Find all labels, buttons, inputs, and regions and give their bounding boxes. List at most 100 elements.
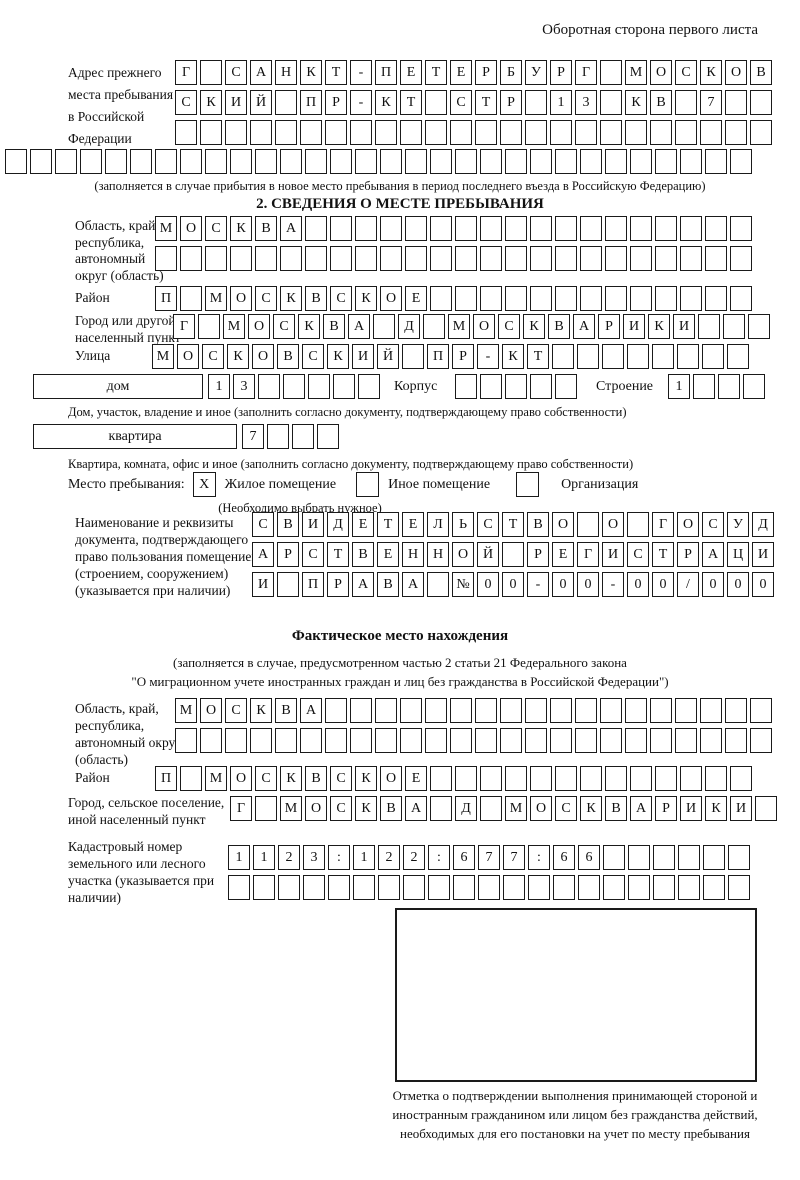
- char-cell[interactable]: [277, 572, 299, 597]
- char-cell[interactable]: Г: [175, 60, 197, 85]
- org-checkbox[interactable]: [516, 472, 540, 497]
- char-cell[interactable]: 1: [253, 845, 275, 870]
- char-cell[interactable]: [680, 766, 702, 791]
- char-cell[interactable]: [550, 728, 572, 753]
- char-cell[interactable]: [333, 374, 355, 399]
- char-cell[interactable]: [655, 149, 677, 174]
- char-cell[interactable]: Ц: [727, 542, 749, 567]
- char-cell[interactable]: [703, 875, 725, 900]
- char-cell[interactable]: [530, 766, 552, 791]
- char-cell[interactable]: [628, 875, 650, 900]
- char-cell[interactable]: [425, 698, 447, 723]
- char-cell[interactable]: [718, 374, 740, 399]
- char-cell[interactable]: [478, 875, 500, 900]
- zhiloe-checkbox[interactable]: X: [192, 472, 216, 497]
- char-cell[interactable]: [200, 120, 222, 145]
- char-cell[interactable]: О: [602, 512, 624, 537]
- char-cell[interactable]: [375, 728, 397, 753]
- char-cell[interactable]: И: [730, 796, 752, 821]
- char-cell[interactable]: [625, 698, 647, 723]
- char-cell[interactable]: И: [302, 512, 324, 537]
- char-cell[interactable]: [505, 246, 527, 271]
- char-cell[interactable]: С: [702, 512, 724, 537]
- char-cell[interactable]: С: [252, 512, 274, 537]
- char-cell[interactable]: [577, 512, 599, 537]
- char-cell[interactable]: [275, 728, 297, 753]
- char-cell[interactable]: [680, 149, 702, 174]
- char-cell[interactable]: О: [305, 796, 327, 821]
- char-cell[interactable]: О: [650, 60, 672, 85]
- char-cell[interactable]: М: [505, 796, 527, 821]
- char-cell[interactable]: [405, 246, 427, 271]
- char-cell[interactable]: [305, 149, 327, 174]
- char-cell[interactable]: М: [152, 344, 174, 369]
- char-cell[interactable]: [678, 845, 700, 870]
- char-cell[interactable]: С: [255, 286, 277, 311]
- char-cell[interactable]: С: [330, 796, 352, 821]
- char-cell[interactable]: [552, 344, 574, 369]
- char-cell[interactable]: [280, 149, 302, 174]
- char-cell[interactable]: [600, 120, 622, 145]
- char-cell[interactable]: 3: [575, 90, 597, 115]
- char-cell[interactable]: Г: [575, 60, 597, 85]
- char-cell[interactable]: Е: [402, 512, 424, 537]
- char-cell[interactable]: В: [277, 512, 299, 537]
- char-cell[interactable]: [300, 120, 322, 145]
- char-cell[interactable]: [602, 344, 624, 369]
- char-cell[interactable]: [750, 728, 772, 753]
- char-cell[interactable]: [525, 90, 547, 115]
- char-cell[interactable]: [655, 216, 677, 241]
- char-cell[interactable]: В: [352, 542, 374, 567]
- char-cell[interactable]: В: [650, 90, 672, 115]
- char-cell[interactable]: [355, 246, 377, 271]
- char-cell[interactable]: [600, 728, 622, 753]
- char-cell[interactable]: [455, 216, 477, 241]
- char-cell[interactable]: [580, 149, 602, 174]
- char-cell[interactable]: [400, 698, 422, 723]
- char-cell[interactable]: О: [230, 766, 252, 791]
- char-cell[interactable]: 7: [242, 424, 264, 449]
- char-cell[interactable]: А: [300, 698, 322, 723]
- char-cell[interactable]: А: [573, 314, 595, 339]
- char-cell[interactable]: 1: [353, 845, 375, 870]
- char-cell[interactable]: [278, 875, 300, 900]
- char-cell[interactable]: [730, 286, 752, 311]
- char-cell[interactable]: [580, 766, 602, 791]
- char-cell[interactable]: [255, 796, 277, 821]
- char-cell[interactable]: [705, 246, 727, 271]
- char-cell[interactable]: [575, 120, 597, 145]
- char-cell[interactable]: [350, 728, 372, 753]
- char-cell[interactable]: [455, 286, 477, 311]
- char-cell[interactable]: Р: [325, 90, 347, 115]
- char-cell[interactable]: Р: [550, 60, 572, 85]
- char-cell[interactable]: [180, 149, 202, 174]
- char-cell[interactable]: [378, 875, 400, 900]
- char-cell[interactable]: [550, 698, 572, 723]
- char-cell[interactable]: [225, 120, 247, 145]
- char-cell[interactable]: [453, 875, 475, 900]
- char-cell[interactable]: [627, 344, 649, 369]
- char-cell[interactable]: В: [323, 314, 345, 339]
- char-cell[interactable]: Л: [427, 512, 449, 537]
- char-cell[interactable]: И: [352, 344, 374, 369]
- char-cell[interactable]: [425, 728, 447, 753]
- char-cell[interactable]: Й: [377, 344, 399, 369]
- char-cell[interactable]: -: [527, 572, 549, 597]
- char-cell[interactable]: [580, 216, 602, 241]
- char-cell[interactable]: [500, 698, 522, 723]
- char-cell[interactable]: К: [355, 796, 377, 821]
- char-cell[interactable]: [505, 374, 527, 399]
- char-cell[interactable]: [698, 314, 720, 339]
- char-cell[interactable]: А: [250, 60, 272, 85]
- inoe-checkbox[interactable]: [356, 472, 380, 497]
- char-cell[interactable]: У: [525, 60, 547, 85]
- char-cell[interactable]: С: [273, 314, 295, 339]
- char-cell[interactable]: [283, 374, 305, 399]
- char-cell[interactable]: [600, 698, 622, 723]
- char-cell[interactable]: [725, 120, 747, 145]
- char-cell[interactable]: [625, 728, 647, 753]
- char-cell[interactable]: И: [752, 542, 774, 567]
- char-cell[interactable]: [680, 286, 702, 311]
- char-cell[interactable]: [405, 216, 427, 241]
- char-cell[interactable]: [267, 424, 289, 449]
